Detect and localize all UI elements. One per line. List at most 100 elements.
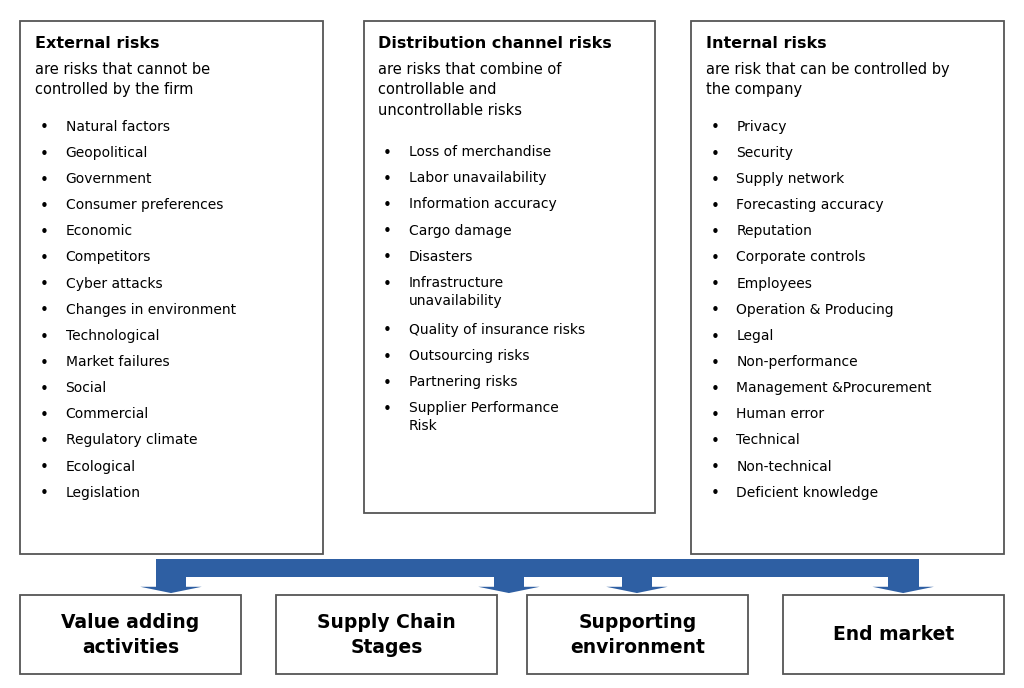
Text: Commercial: Commercial bbox=[66, 407, 148, 421]
Bar bbox=[622, 577, 652, 587]
Polygon shape bbox=[140, 587, 202, 593]
Text: Technical: Technical bbox=[736, 433, 800, 447]
Text: Cargo damage: Cargo damage bbox=[409, 224, 511, 237]
Text: Ecological: Ecological bbox=[66, 460, 135, 473]
Text: Employees: Employees bbox=[736, 277, 812, 290]
Text: Competitors: Competitors bbox=[66, 250, 151, 264]
Text: Social: Social bbox=[66, 381, 106, 395]
Text: •: • bbox=[40, 120, 49, 136]
Text: •: • bbox=[383, 250, 392, 266]
Text: •: • bbox=[40, 486, 49, 502]
Text: Non-performance: Non-performance bbox=[736, 355, 858, 369]
Text: Economic: Economic bbox=[66, 224, 133, 238]
Bar bbox=[364, 21, 655, 513]
Text: Supply network: Supply network bbox=[736, 172, 845, 186]
Text: Human error: Human error bbox=[736, 407, 824, 421]
Bar bbox=[527, 595, 748, 674]
Text: Changes in environment: Changes in environment bbox=[66, 303, 236, 316]
Bar bbox=[156, 577, 186, 587]
Bar bbox=[783, 595, 1004, 674]
Text: Natural factors: Natural factors bbox=[66, 120, 170, 133]
Bar bbox=[156, 559, 919, 577]
Polygon shape bbox=[872, 587, 934, 593]
Text: Internal risks: Internal risks bbox=[706, 36, 826, 51]
Text: Value adding
activities: Value adding activities bbox=[61, 613, 200, 656]
Text: Government: Government bbox=[66, 172, 152, 186]
Text: Deficient knowledge: Deficient knowledge bbox=[736, 486, 879, 499]
Text: •: • bbox=[383, 402, 392, 417]
Text: Supporting
environment: Supporting environment bbox=[570, 613, 705, 656]
Text: •: • bbox=[711, 460, 720, 475]
Text: •: • bbox=[711, 356, 720, 371]
Text: Supplier Performance
Risk: Supplier Performance Risk bbox=[409, 401, 558, 433]
Text: •: • bbox=[711, 173, 720, 188]
Text: Reputation: Reputation bbox=[736, 224, 812, 238]
Text: •: • bbox=[711, 277, 720, 292]
Text: Technological: Technological bbox=[66, 329, 159, 343]
Text: •: • bbox=[40, 330, 49, 345]
Text: Supply Chain
Stages: Supply Chain Stages bbox=[317, 613, 456, 656]
Text: •: • bbox=[711, 330, 720, 345]
Polygon shape bbox=[478, 587, 540, 593]
Text: Privacy: Privacy bbox=[736, 120, 786, 133]
Bar bbox=[494, 577, 524, 587]
Text: •: • bbox=[383, 172, 392, 187]
Text: Labor unavailability: Labor unavailability bbox=[409, 171, 546, 185]
Text: Legal: Legal bbox=[736, 329, 773, 343]
Text: •: • bbox=[40, 147, 49, 162]
Text: •: • bbox=[40, 303, 49, 319]
Text: •: • bbox=[711, 408, 720, 423]
Text: Disasters: Disasters bbox=[409, 250, 473, 264]
Text: •: • bbox=[383, 146, 392, 161]
Text: Forecasting accuracy: Forecasting accuracy bbox=[736, 198, 884, 212]
Text: •: • bbox=[40, 225, 49, 240]
Text: Regulatory climate: Regulatory climate bbox=[66, 433, 197, 447]
Text: Market failures: Market failures bbox=[66, 355, 169, 369]
Text: Quality of insurance risks: Quality of insurance risks bbox=[409, 323, 585, 336]
Text: •: • bbox=[711, 225, 720, 240]
Text: •: • bbox=[711, 199, 720, 214]
Text: Loss of merchandise: Loss of merchandise bbox=[409, 145, 551, 159]
Text: •: • bbox=[711, 382, 720, 397]
Text: End market: End market bbox=[833, 625, 954, 644]
Text: Non-technical: Non-technical bbox=[736, 460, 831, 473]
Text: •: • bbox=[40, 356, 49, 371]
Text: •: • bbox=[711, 303, 720, 319]
Text: Geopolitical: Geopolitical bbox=[66, 146, 147, 160]
Text: Corporate controls: Corporate controls bbox=[736, 250, 865, 264]
Text: Management &Procurement: Management &Procurement bbox=[736, 381, 932, 395]
Text: are risks that cannot be
controlled by the firm: are risks that cannot be controlled by t… bbox=[35, 62, 210, 97]
Text: •: • bbox=[40, 251, 49, 266]
Text: Infrastructure
unavailability: Infrastructure unavailability bbox=[409, 276, 504, 308]
Bar bbox=[20, 595, 241, 674]
Text: Cyber attacks: Cyber attacks bbox=[66, 277, 162, 290]
Bar bbox=[20, 21, 323, 554]
Text: •: • bbox=[711, 434, 720, 449]
Text: •: • bbox=[40, 277, 49, 292]
Text: •: • bbox=[383, 224, 392, 239]
Text: •: • bbox=[40, 408, 49, 423]
Text: •: • bbox=[383, 350, 392, 365]
Text: Distribution channel risks: Distribution channel risks bbox=[378, 36, 611, 51]
Text: External risks: External risks bbox=[35, 36, 160, 51]
Text: Operation & Producing: Operation & Producing bbox=[736, 303, 894, 316]
Text: •: • bbox=[383, 198, 392, 213]
Polygon shape bbox=[606, 587, 668, 593]
Text: •: • bbox=[40, 173, 49, 188]
Text: •: • bbox=[383, 376, 392, 391]
Text: Security: Security bbox=[736, 146, 794, 160]
Text: are risks that combine of
controllable and
uncontrollable risks: are risks that combine of controllable a… bbox=[378, 62, 561, 118]
Text: •: • bbox=[40, 460, 49, 475]
Text: •: • bbox=[711, 120, 720, 136]
Text: •: • bbox=[711, 147, 720, 162]
Text: •: • bbox=[383, 323, 392, 338]
Text: •: • bbox=[711, 486, 720, 502]
Text: are risk that can be controlled by
the company: are risk that can be controlled by the c… bbox=[706, 62, 949, 97]
Text: Legislation: Legislation bbox=[66, 486, 140, 499]
Text: Outsourcing risks: Outsourcing risks bbox=[409, 349, 529, 363]
Bar bbox=[888, 577, 919, 587]
Text: Information accuracy: Information accuracy bbox=[409, 197, 556, 211]
Text: Consumer preferences: Consumer preferences bbox=[66, 198, 223, 212]
Bar bbox=[691, 21, 1004, 554]
Text: •: • bbox=[40, 382, 49, 397]
